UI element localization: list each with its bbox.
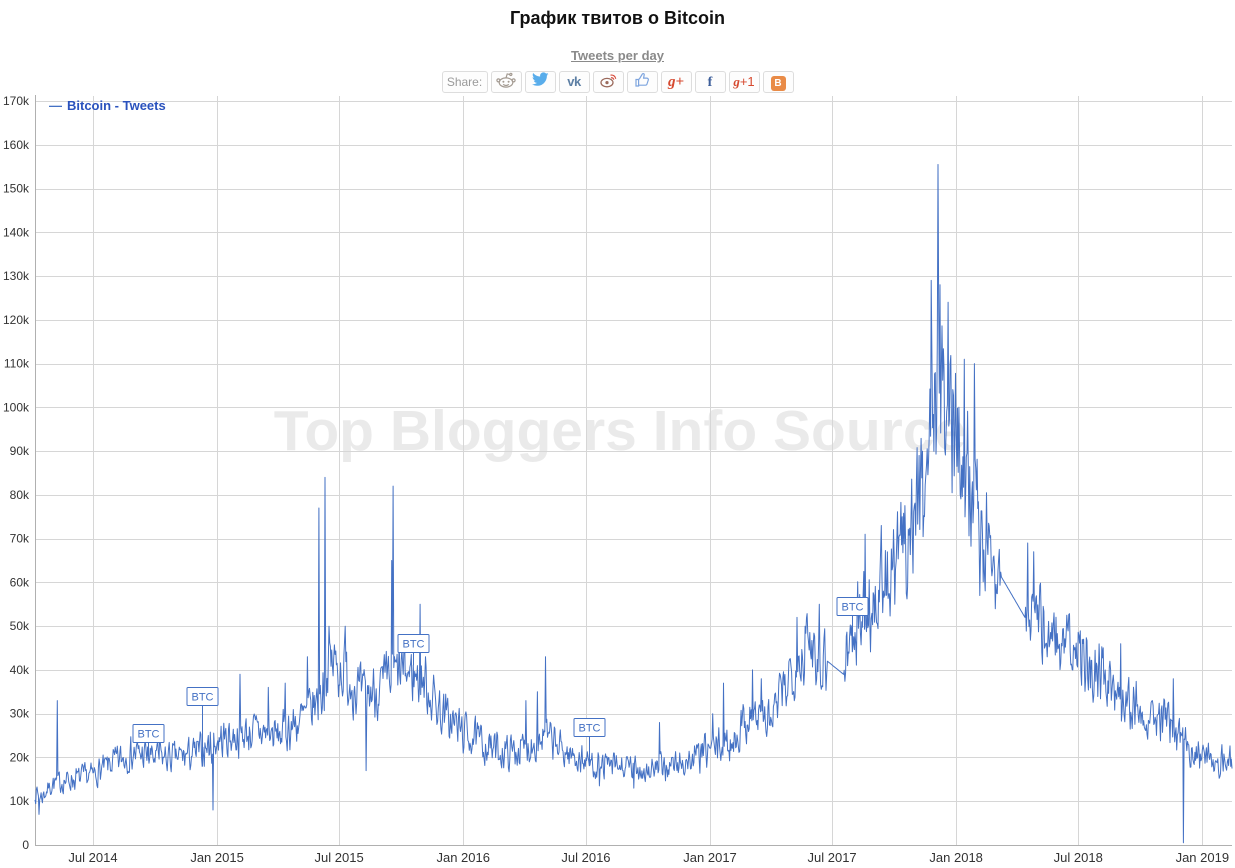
facebook-icon: f — [707, 75, 713, 90]
google-plus-one-icon: g+1 — [733, 74, 755, 89]
share-google-plus-one-button[interactable]: g+1 — [728, 71, 760, 93]
blogger-icon: B — [770, 73, 786, 91]
reddit-icon — [495, 71, 517, 94]
y-axis-label: 10k — [10, 794, 30, 808]
legend-item-bitcoin-tweets[interactable]: — Bitcoin - Tweets — [49, 98, 166, 113]
y-axis-label: 20k — [10, 750, 30, 764]
x-axis-label: Jan 2019 — [1176, 850, 1230, 865]
flag-btc-label: BTC — [192, 692, 214, 704]
x-axis-label: Jul 2015 — [315, 850, 364, 865]
thumbs-up-icon — [634, 72, 651, 93]
watermark: Top Bloggers Info Source — [273, 399, 967, 463]
x-axis-label: Jan 2017 — [683, 850, 737, 865]
x-axis-label: Jan 2015 — [190, 850, 244, 865]
share-reddit-button[interactable] — [490, 71, 522, 94]
chart-header: График твитов о Bitcoin Tweets per day S… — [0, 0, 1235, 93]
flag-btc-label: BTC — [579, 723, 601, 735]
x-axis-label: Jan 2018 — [929, 850, 983, 865]
x-axis-label: Jul 2018 — [1054, 850, 1103, 865]
google-plus-icon: g+ — [667, 74, 685, 90]
flag-btc[interactable] — [132, 724, 165, 743]
y-axis-label: 120k — [3, 313, 30, 327]
x-axis-label: Jan 2016 — [436, 850, 490, 865]
share-blogger-button[interactable]: B — [762, 71, 794, 93]
y-axis-label: 40k — [10, 663, 30, 677]
weibo-icon — [599, 72, 618, 93]
vk-icon: vk — [567, 74, 581, 89]
flag-btc-label: BTC — [138, 729, 160, 741]
flag-btc[interactable] — [573, 718, 606, 737]
y-axis-label: 90k — [10, 444, 30, 458]
y-axis-label: 100k — [3, 400, 30, 414]
chart-subtitle-link[interactable]: Tweets per day — [571, 48, 664, 63]
y-axis-label: 70k — [10, 532, 30, 546]
x-axis-label: Jul 2016 — [561, 850, 610, 865]
chart-title: График твитов о Bitcoin — [510, 8, 725, 28]
flag-btc-label: BTC — [842, 602, 864, 614]
y-axis-label: 150k — [3, 182, 30, 196]
y-axis-label: 0 — [22, 838, 29, 852]
y-axis-label: 170k — [3, 94, 30, 108]
share-twitter-button[interactable] — [524, 71, 556, 93]
y-axis-label: 140k — [3, 225, 30, 239]
flag-btc-label: BTC — [403, 639, 425, 651]
share-facebook-button[interactable]: f — [694, 71, 726, 93]
flag-btc[interactable] — [186, 687, 219, 706]
legend-marker-icon: — — [49, 98, 62, 113]
share-google-plus-button[interactable]: g+ — [660, 71, 692, 93]
legend-label: Bitcoin - Tweets — [67, 98, 166, 113]
flag-btc[interactable] — [397, 634, 430, 653]
share-bar: Share: vk g+ f g+1 B — [0, 71, 1235, 93]
y-axis-label: 80k — [10, 488, 30, 502]
series-line-bitcoin-tweets[interactable] — [34, 164, 1233, 844]
y-axis-label: 30k — [10, 707, 30, 721]
y-axis-label: 50k — [10, 619, 30, 633]
share-vk-button[interactable]: vk — [558, 71, 590, 93]
x-axis-label: Jul 2017 — [808, 850, 857, 865]
y-axis-label: 110k — [4, 357, 30, 371]
y-axis-label: 160k — [3, 138, 30, 152]
share-like-button[interactable] — [626, 71, 658, 93]
twitter-icon — [531, 72, 549, 92]
share-label: Share: — [441, 71, 488, 93]
y-axis-label: 130k — [3, 269, 30, 283]
share-weibo-button[interactable] — [592, 71, 624, 93]
y-axis-label: 60k — [10, 575, 30, 589]
x-axis-label: Jul 2014 — [68, 850, 117, 865]
flag-btc[interactable] — [836, 597, 869, 616]
